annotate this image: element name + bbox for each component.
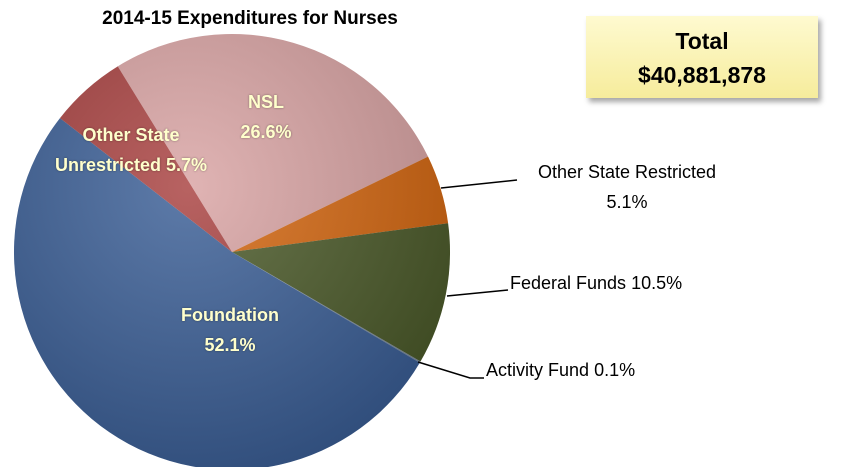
- slice-label: Other State Restricted 5.1%: [510, 157, 744, 217]
- total-label: Total: [675, 28, 729, 54]
- category-label: Activity Fund: [486, 360, 590, 380]
- slice-label: Other State Unrestricted 5.7%: [40, 120, 222, 180]
- value-label: 10.5%: [631, 273, 683, 293]
- slice-label: NSL 26.6%: [196, 87, 336, 147]
- value-label: 5.1%: [606, 192, 648, 212]
- leader-line: [446, 289, 509, 297]
- slice-label: Activity Fund 0.1%: [486, 355, 635, 385]
- leader-line: [417, 361, 484, 379]
- value-label: 26.6%: [240, 122, 292, 142]
- category-label: Federal Funds: [510, 273, 627, 293]
- pie-shading: [14, 34, 450, 467]
- leader-line: [440, 179, 518, 189]
- category-label: Other State Restricted: [537, 162, 717, 182]
- value-label: 0.1%: [594, 360, 636, 380]
- category-label: Foundation: [181, 305, 279, 325]
- total-box: Total $40,881,878: [586, 16, 818, 98]
- chart-title: 2014-15 Expenditures for Nurses: [102, 8, 398, 29]
- category-label: NSL: [248, 92, 284, 112]
- slice-label: Federal Funds 10.5%: [510, 268, 682, 298]
- total-value: $40,881,878: [638, 62, 766, 88]
- slice-label: Foundation 52.1%: [150, 300, 310, 360]
- category-label: Other State Unrestricted: [54, 125, 180, 175]
- value-label: 5.7%: [166, 155, 208, 175]
- value-label: 52.1%: [204, 335, 256, 355]
